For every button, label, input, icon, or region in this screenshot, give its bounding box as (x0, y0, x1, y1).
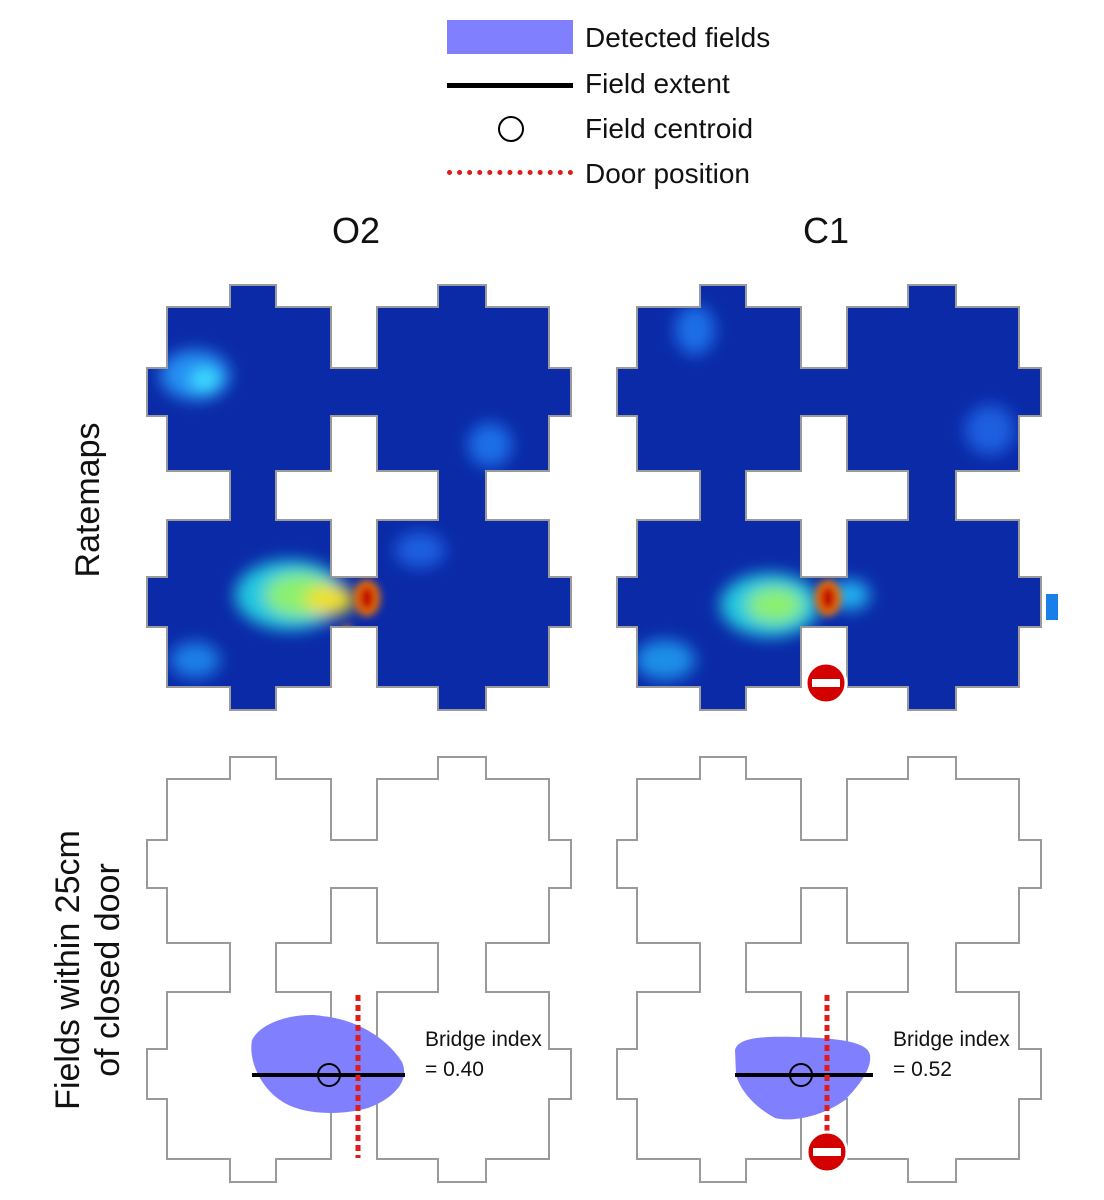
detected-field-c1 (735, 1036, 871, 1120)
legend-swatch-detected-fields (447, 20, 573, 54)
column-title-o2: O2 (332, 210, 381, 251)
fields-panel-o2 (146, 756, 572, 1183)
ratemap-c1 (616, 284, 1058, 711)
legend-line-door-position (447, 170, 573, 175)
legend-label-detected-fields: Detected fields (585, 22, 771, 53)
centroid-circle-icon (498, 116, 524, 142)
column-title-c1: C1 (803, 210, 850, 251)
field-centroid-o2 (317, 1063, 341, 1087)
no-entry-icon (804, 661, 848, 705)
bridge-index-c1: Bridge index = 0.52 (893, 1025, 1010, 1085)
field-centroid-c1 (789, 1063, 813, 1087)
legend-label-door-position: Door position (585, 158, 750, 189)
bridge-index-label-c1: Bridge index (893, 1028, 1010, 1051)
bridge-index-value-o2: = 0.40 (425, 1058, 484, 1081)
fields-panel-c1 (616, 756, 1042, 1183)
bridge-index-label-o2: Bridge index (425, 1028, 542, 1051)
legend-label-field-extent: Field extent (585, 68, 730, 99)
bridge-index-value-c1: = 0.52 (893, 1058, 952, 1081)
legend-line-field-extent (447, 83, 573, 88)
legend-label-field-centroid: Field centroid (585, 113, 754, 144)
ratemap-o2 (146, 284, 572, 711)
ratemap-c1-edge-patch (1046, 594, 1058, 620)
no-entry-icon (805, 1130, 849, 1174)
bridge-index-o2: Bridge index = 0.40 (425, 1025, 542, 1085)
